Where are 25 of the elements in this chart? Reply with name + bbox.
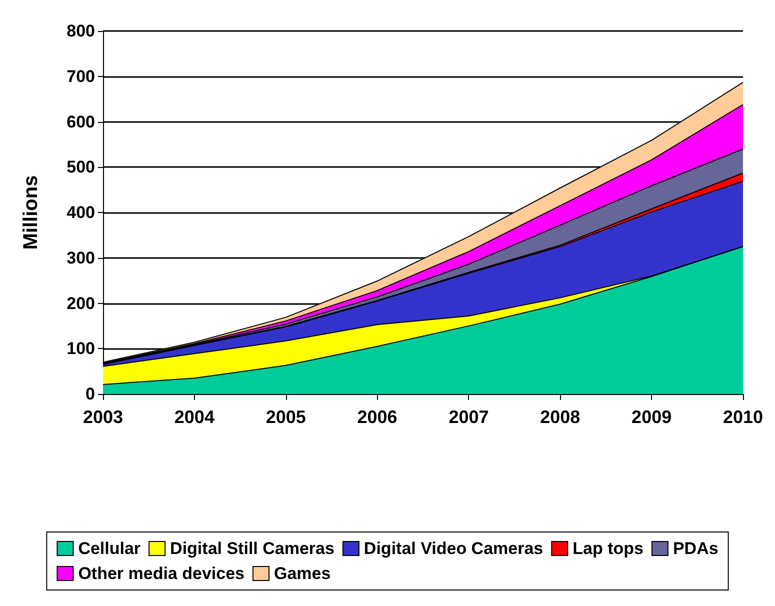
- y-axis-title: Millions: [20, 175, 42, 250]
- x-tick-label: 2008: [540, 407, 580, 427]
- y-tick-label: 0: [86, 384, 95, 404]
- legend-label: Digital Still Cameras: [170, 539, 334, 558]
- x-tick-label: 2003: [82, 407, 124, 427]
- x-tick-label: 2007: [448, 407, 489, 427]
- y-tick-label: 500: [66, 158, 95, 177]
- y-tick-label: 400: [66, 203, 95, 222]
- y-tick-label: 600: [66, 112, 95, 132]
- y-tick-label: 100: [66, 339, 95, 358]
- legend-label: Other media devices: [78, 564, 245, 583]
- y-tick-label: 200: [66, 294, 95, 313]
- x-tick-label: 2006: [357, 407, 398, 427]
- legend-label: PDAs: [672, 539, 718, 558]
- x-tick-label: 2004: [174, 407, 214, 427]
- y-tick-label: 800: [66, 22, 95, 40]
- x-tick-label: 2010: [722, 407, 764, 427]
- legend-label: Digital Video Cameras: [364, 539, 544, 558]
- y-tick-label: 300: [66, 248, 95, 268]
- x-tick-label: 2005: [266, 407, 306, 427]
- legend-label: Lap tops: [572, 539, 644, 558]
- legend-label: Games: [274, 564, 331, 583]
- x-tick-label: 2009: [632, 407, 672, 427]
- y-tick-label: 700: [66, 66, 95, 86]
- legend-label: Cellular: [78, 539, 141, 558]
